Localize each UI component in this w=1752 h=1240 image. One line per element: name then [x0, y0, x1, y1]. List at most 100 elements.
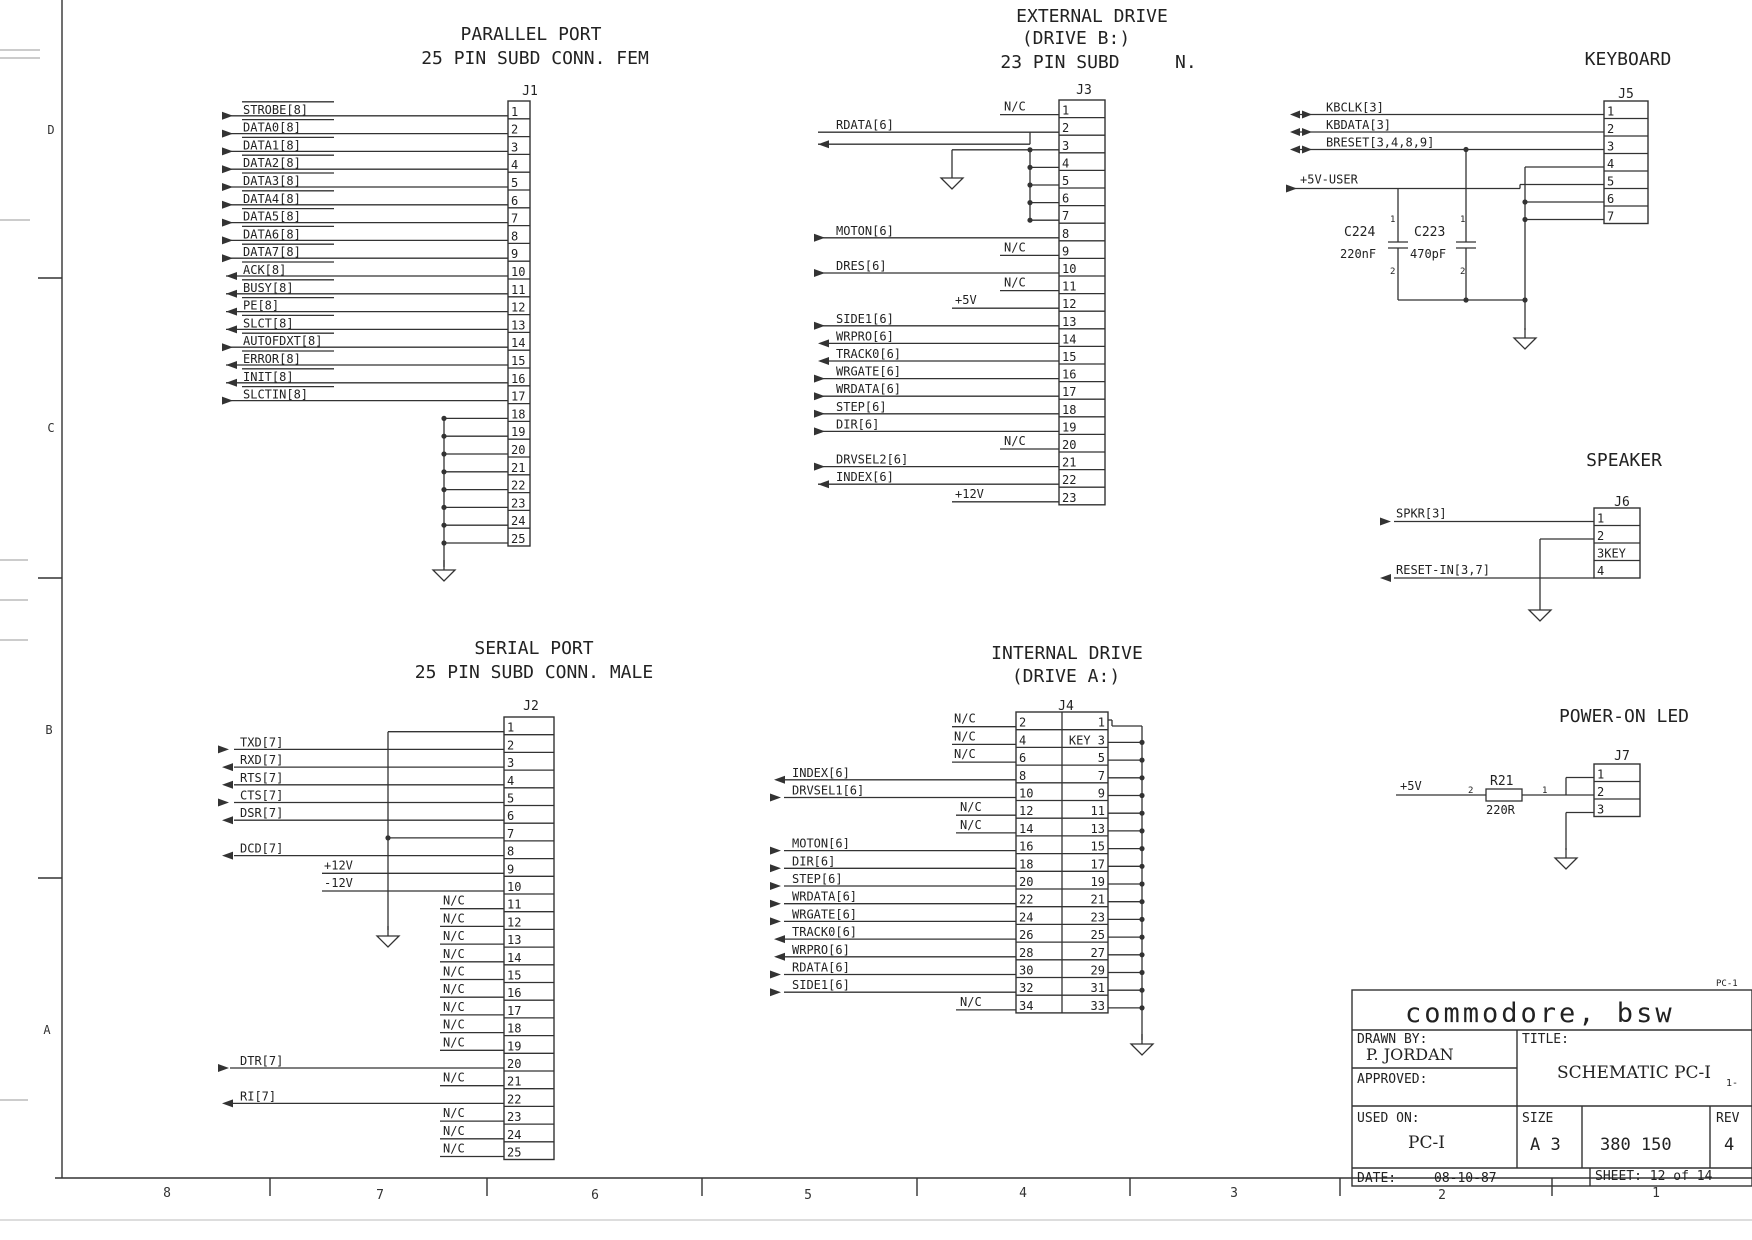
- capacitor-ref: C224: [1344, 225, 1375, 240]
- serial-signal-label: DCD[7]: [240, 842, 283, 856]
- external-signal-label: DRES[6]: [836, 259, 887, 273]
- nc-label: N/C: [960, 995, 982, 1009]
- keyboard-signal-label: KBDATA[3]: [1326, 118, 1391, 132]
- pin-number: 23: [1091, 910, 1105, 924]
- signal-arrow-icon: [222, 763, 233, 772]
- serial-port-section: SERIAL PORT 25 PIN SUBD CONN. MALE J2 12…: [218, 638, 653, 1161]
- pin-number: 2: [1597, 785, 1604, 799]
- junction-dot: [441, 522, 447, 528]
- date-label: DATE:: [1357, 1171, 1396, 1186]
- pin-number: 2: [1460, 267, 1465, 277]
- parallel-connector-j1: 1234567891011121314151617181920212223242…: [507, 100, 531, 547]
- nc-label: N/C: [1004, 434, 1026, 448]
- pin-number: 18: [1019, 857, 1033, 871]
- pin-number: 16: [511, 372, 525, 386]
- pin-number: 13: [507, 933, 521, 947]
- border-col-label: 2: [1438, 1188, 1446, 1203]
- bidirectional-arrow-icon: [1290, 145, 1312, 154]
- pin-number: 5: [1607, 175, 1614, 189]
- pin-number: 18: [511, 407, 525, 421]
- pin-number: 8: [1019, 769, 1026, 783]
- nc-label: N/C: [1004, 276, 1026, 290]
- signal-arrow-icon: [222, 111, 233, 120]
- nc-label: N/C: [443, 1071, 465, 1085]
- ground-icon: [431, 569, 457, 582]
- serial-signal-label: RXD[7]: [240, 753, 283, 767]
- signal-arrow-icon: [774, 935, 785, 944]
- external-signal-label: RDATA[6]: [836, 118, 894, 132]
- internal-signal-label: RDATA[6]: [792, 961, 850, 975]
- signal-arrow-icon: [226, 378, 237, 387]
- pin-number: 8: [1062, 227, 1069, 241]
- junction-dot: [1522, 199, 1528, 205]
- parallel-connector-ref: J1: [522, 84, 538, 99]
- parallel-signal-label: DATA3[8]: [243, 174, 301, 188]
- pin-number: 11: [511, 283, 525, 297]
- parallel-signal-label: BUSY[8]: [243, 281, 294, 295]
- external-signal-list: RDATA[6] MOTON[6] DRES[6] SIDE1[6] WRPRO[6] T…: [814, 118, 1059, 489]
- nc-label: N/C: [960, 800, 982, 814]
- signal-arrow-icon: [770, 917, 781, 926]
- title-block-corner-label: PC-1: [1716, 979, 1738, 989]
- external-power-and-nc: N/C N/C N/C N/C +5V +12V: [939, 100, 1059, 503]
- parallel-signal-label: DATA7[8]: [243, 245, 301, 259]
- external-signal-label: WRGATE[6]: [836, 365, 901, 379]
- internal-signal-label: TRACK0[6]: [792, 925, 857, 939]
- signal-arrow-icon: [222, 147, 233, 156]
- pin-number: 33: [1091, 999, 1105, 1013]
- pin-number: 1: [1597, 768, 1604, 782]
- signal-arrow-icon: [818, 480, 829, 489]
- pin-number: 19: [507, 1039, 521, 1053]
- pin-number: 2: [1597, 529, 1604, 543]
- internal-signal-label: DRVSEL1[6]: [792, 784, 864, 798]
- pin-number: 24: [1019, 910, 1033, 924]
- parallel-signal-label: DATA0[8]: [243, 121, 301, 135]
- nc-label: N/C: [960, 818, 982, 832]
- pin-number: 6: [1062, 192, 1069, 206]
- signal-arrow-icon: [222, 343, 233, 352]
- internal-signal-label: STEP[6]: [792, 872, 843, 886]
- pin-number: 19: [1091, 875, 1105, 889]
- pin-number: 18: [507, 1022, 521, 1036]
- pin-number: 7: [511, 212, 518, 226]
- junction-dot: [1027, 200, 1033, 206]
- revision-label: REV: [1716, 1111, 1740, 1126]
- speaker-signal-label: RESET-IN[3,7]: [1396, 563, 1490, 577]
- pin-number: 29: [1091, 964, 1105, 978]
- external-signal-label: TRACK0[6]: [836, 347, 901, 361]
- internal-signal-label: WRGATE[6]: [792, 907, 857, 921]
- nc-label: N/C: [443, 1035, 465, 1049]
- pin-number: 17: [1091, 857, 1105, 871]
- power-label: -12V: [324, 876, 353, 890]
- internal-connector-ref: J4: [1058, 699, 1074, 714]
- pin-number: 5: [1062, 174, 1069, 188]
- sheet-number: SHEET: 12 of 14: [1595, 1169, 1713, 1184]
- nc-label: N/C: [954, 729, 976, 743]
- nc-label: N/C: [443, 1142, 465, 1156]
- approved-label: APPROVED:: [1357, 1072, 1427, 1087]
- pin-number: 2: [507, 738, 514, 752]
- nc-label: N/C: [443, 1124, 465, 1138]
- pin-number: 4: [507, 774, 514, 788]
- parallel-signal-label: DATA1[8]: [243, 138, 301, 152]
- pin-number: 11: [1062, 280, 1076, 294]
- pin-number: 1: [1542, 786, 1547, 796]
- power-label: +12V: [955, 487, 984, 501]
- pin-number: 25: [1091, 928, 1105, 942]
- serial-signal-label: CTS[7]: [240, 789, 283, 803]
- power-led-section: POWER-ON LED J7 1 2 3 +5V R21 220R 2 1: [1396, 706, 1689, 870]
- signal-arrow-icon: [770, 882, 781, 890]
- j5-body: [1603, 100, 1649, 225]
- pin-number: 1: [1098, 716, 1105, 730]
- nc-label: N/C: [443, 911, 465, 925]
- pin-number: 1: [1607, 105, 1614, 119]
- signal-arrow-icon: [770, 899, 781, 908]
- drawing-title-suffix: 1-: [1726, 1078, 1738, 1089]
- pin-number: 3: [511, 140, 518, 154]
- capacitor-ref: C223: [1414, 225, 1445, 240]
- signal-arrow-icon: [814, 427, 825, 436]
- pin-number: 2: [1390, 267, 1395, 277]
- signal-arrow-icon: [226, 272, 237, 280]
- revision-value: 4: [1724, 1135, 1734, 1155]
